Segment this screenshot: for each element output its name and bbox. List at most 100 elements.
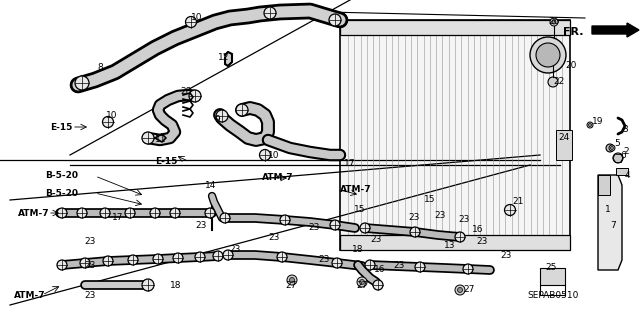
Polygon shape	[556, 130, 572, 160]
Circle shape	[173, 253, 183, 263]
Circle shape	[264, 7, 276, 19]
Text: SEPAB0510: SEPAB0510	[527, 291, 579, 300]
Text: 14: 14	[205, 181, 216, 189]
Text: 23: 23	[408, 213, 419, 222]
Circle shape	[205, 208, 215, 218]
Circle shape	[142, 132, 154, 144]
Text: 23: 23	[195, 220, 206, 229]
Circle shape	[455, 232, 465, 242]
Text: 23: 23	[84, 261, 95, 270]
Text: 17: 17	[344, 159, 355, 167]
Text: 6: 6	[620, 151, 626, 160]
Polygon shape	[616, 168, 628, 175]
Polygon shape	[540, 268, 565, 285]
Circle shape	[186, 17, 196, 27]
Circle shape	[57, 260, 67, 270]
Text: 23: 23	[458, 216, 469, 225]
Text: 9: 9	[214, 115, 220, 124]
Circle shape	[142, 279, 154, 291]
Circle shape	[150, 208, 160, 218]
Polygon shape	[225, 52, 232, 66]
Text: 15: 15	[424, 196, 435, 204]
Circle shape	[550, 18, 558, 26]
Circle shape	[57, 208, 67, 218]
Text: 23: 23	[500, 250, 511, 259]
Text: FR.: FR.	[563, 27, 583, 37]
Circle shape	[360, 223, 370, 233]
Circle shape	[410, 227, 420, 237]
Circle shape	[332, 258, 342, 268]
Text: ATM-7: ATM-7	[262, 174, 294, 182]
Circle shape	[287, 275, 297, 285]
Text: 23: 23	[434, 211, 445, 219]
Text: ATM-7: ATM-7	[340, 186, 372, 195]
Text: 1: 1	[605, 205, 611, 214]
Text: ATM-7: ATM-7	[14, 291, 45, 300]
Text: 16: 16	[374, 265, 385, 275]
Circle shape	[223, 250, 233, 260]
Circle shape	[195, 252, 205, 262]
Circle shape	[552, 20, 556, 24]
Circle shape	[213, 251, 223, 261]
Circle shape	[587, 122, 593, 128]
Text: 10: 10	[268, 151, 280, 160]
Circle shape	[153, 254, 163, 264]
Text: E-15: E-15	[50, 122, 72, 131]
FancyArrow shape	[592, 23, 639, 37]
Circle shape	[360, 279, 365, 285]
Circle shape	[236, 104, 248, 116]
Text: 18: 18	[170, 280, 182, 290]
Text: 23: 23	[84, 291, 95, 300]
Circle shape	[216, 110, 228, 122]
Text: 24: 24	[558, 133, 569, 143]
Circle shape	[611, 146, 614, 150]
Circle shape	[220, 213, 230, 223]
Circle shape	[189, 90, 201, 102]
Polygon shape	[340, 20, 570, 35]
Circle shape	[330, 220, 340, 230]
Text: 7: 7	[610, 220, 616, 229]
Circle shape	[609, 145, 615, 151]
Circle shape	[80, 258, 90, 268]
Text: 23: 23	[393, 261, 404, 270]
Text: B-5-20: B-5-20	[45, 189, 78, 197]
Text: 17: 17	[112, 213, 124, 222]
Text: 22: 22	[553, 78, 564, 86]
Text: 26: 26	[548, 18, 559, 26]
Circle shape	[463, 264, 473, 274]
Text: B-5-20: B-5-20	[45, 172, 78, 181]
Text: E-15: E-15	[155, 158, 177, 167]
Text: 27: 27	[356, 280, 367, 290]
Circle shape	[613, 153, 623, 163]
Polygon shape	[598, 175, 622, 270]
Circle shape	[103, 256, 113, 266]
Circle shape	[289, 278, 294, 283]
Circle shape	[606, 144, 614, 152]
Text: 23: 23	[476, 238, 488, 247]
Text: 23: 23	[308, 224, 319, 233]
Text: 23: 23	[370, 235, 381, 244]
Circle shape	[128, 255, 138, 265]
Text: 5: 5	[614, 138, 620, 147]
Text: 18: 18	[352, 246, 364, 255]
Text: 11: 11	[155, 136, 166, 145]
Circle shape	[357, 277, 367, 287]
Text: 4: 4	[625, 170, 630, 180]
Text: 27: 27	[285, 280, 296, 290]
Circle shape	[75, 76, 89, 90]
Polygon shape	[598, 175, 610, 195]
Polygon shape	[340, 235, 570, 250]
Text: 19: 19	[592, 117, 604, 127]
Circle shape	[458, 287, 463, 293]
Circle shape	[504, 204, 515, 216]
Circle shape	[259, 150, 271, 160]
Text: 3: 3	[622, 125, 628, 135]
Text: 16: 16	[472, 226, 483, 234]
Text: 23: 23	[318, 256, 330, 264]
Text: 8: 8	[97, 63, 103, 71]
Circle shape	[548, 77, 558, 87]
Circle shape	[280, 215, 290, 225]
Circle shape	[365, 260, 375, 270]
Text: 23: 23	[84, 238, 95, 247]
Text: 25: 25	[545, 263, 556, 272]
